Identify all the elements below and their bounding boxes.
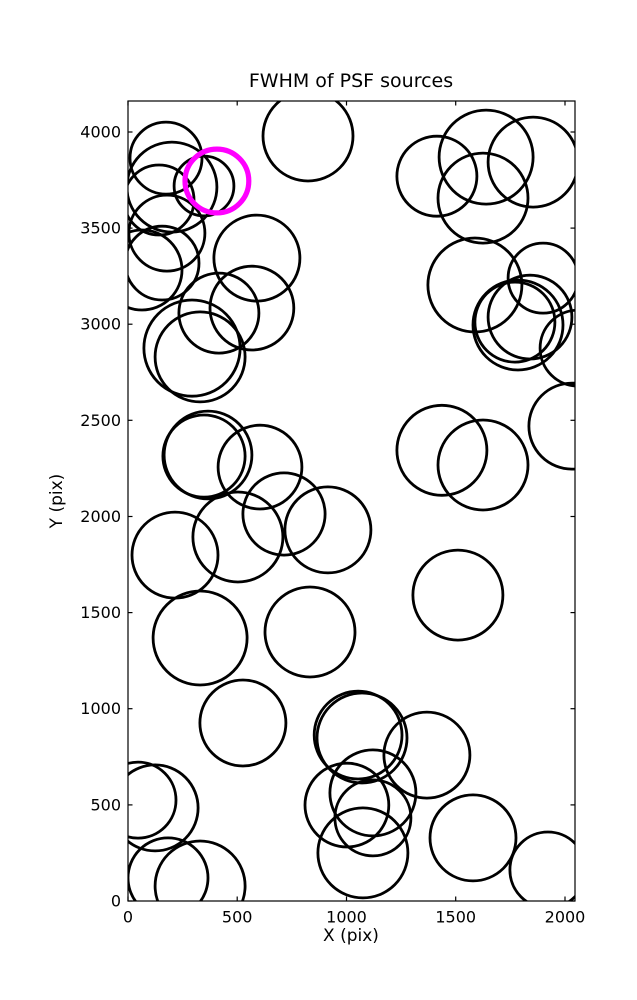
psf-circle: [411, 548, 505, 642]
psf-circle: [261, 101, 355, 183]
psf-circle: [191, 490, 285, 584]
y-tick-label: 0: [111, 892, 121, 911]
psf-circle: [128, 224, 201, 302]
psf-circle: [303, 761, 391, 849]
y-tick-label: 1500: [80, 603, 121, 622]
psf-circle: [216, 423, 304, 511]
x-tick-label: 1500: [435, 908, 476, 927]
psf-circle: [212, 213, 302, 303]
psf-circle: [128, 760, 178, 840]
x-tick-label: 2000: [545, 908, 586, 927]
y-tick-label: 1000: [80, 699, 121, 718]
psf-circle: [333, 778, 413, 858]
highlighted-psf-circle: [182, 146, 252, 216]
psf-circle: [142, 298, 242, 398]
x-tick-label: 0: [123, 908, 133, 927]
psf-circle: [128, 228, 184, 312]
ticks-layer: [127, 101, 575, 902]
psf-circle: [312, 689, 404, 781]
psf-circle: [428, 793, 518, 883]
axes-border: [127, 100, 576, 902]
y-tick-label: 3000: [80, 315, 121, 334]
psf-circle: [437, 108, 535, 206]
psf-circle: [395, 403, 489, 497]
psf-circle: [153, 310, 247, 404]
x-tick-label: 1000: [326, 908, 367, 927]
psf-circle: [177, 271, 261, 355]
y-tick-label: 500: [90, 795, 121, 814]
psf-circle: [172, 154, 236, 218]
psf-circle: [316, 806, 410, 900]
psf-circle: [208, 264, 296, 352]
psf-circle: [263, 585, 357, 679]
psf-circle: [151, 589, 249, 687]
psf-circle: [382, 710, 472, 800]
psf-circle: [128, 836, 210, 901]
psf-circle: [128, 763, 200, 853]
psf-circle: [161, 413, 247, 499]
psf-circle: [153, 839, 247, 901]
tick-labels-layer: 0 500 1000 1500 2000 0 500 1000 1500 2000 2500 3000…: [80, 123, 585, 927]
psf-circle: [471, 278, 565, 372]
psf-circle: [328, 748, 418, 838]
psf-circle: [506, 241, 575, 315]
psf-circle: [436, 418, 530, 512]
x-axis-label: X (pix): [323, 926, 379, 946]
psf-circle: [283, 485, 373, 575]
y-tick-label: 2000: [80, 507, 121, 526]
y-tick-label: 4000: [80, 123, 121, 142]
psf-circle: [473, 280, 557, 364]
y-tick-label: 2500: [80, 411, 121, 430]
chart-title: FWHM of PSF sources: [249, 70, 453, 92]
psf-circle: [315, 691, 409, 785]
circles-layer: [128, 101, 575, 901]
psf-circle: [198, 678, 288, 768]
psf-circle: [436, 151, 530, 245]
y-tick-label: 3500: [80, 219, 121, 238]
y-axis-label: Y (pix): [47, 474, 67, 530]
x-tick-label: 500: [222, 908, 253, 927]
psf-circle: [395, 134, 479, 218]
psf-circle: [486, 273, 574, 361]
psf-circle: [538, 308, 575, 388]
psf-circle: [527, 381, 575, 471]
psf-circle: [241, 471, 327, 557]
psf-circle: [508, 830, 575, 901]
psf-circle: [130, 510, 220, 600]
psf-circle: [486, 115, 575, 209]
